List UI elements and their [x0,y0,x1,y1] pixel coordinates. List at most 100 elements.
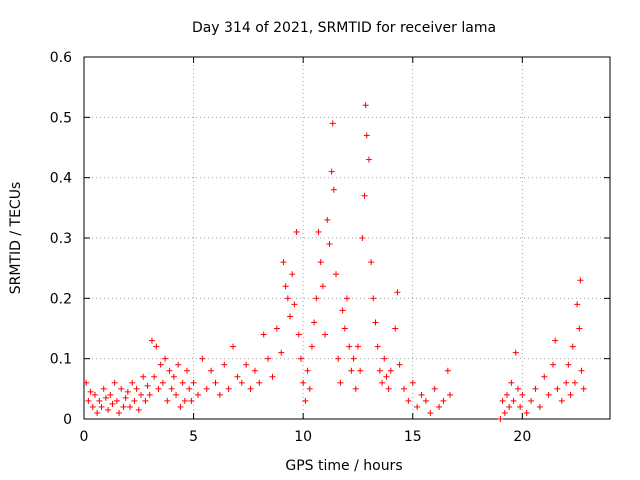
data-point [175,361,182,368]
x-tick-label: 20 [513,429,531,445]
data-point [357,367,364,374]
data-point [394,289,401,296]
grid-layer [84,57,610,419]
data-point [337,379,344,386]
data-point [148,337,155,344]
data-point [194,391,201,398]
data-point [311,319,318,326]
data-point [574,301,581,308]
data-point [503,391,510,398]
data-point [164,397,171,404]
data-point [558,397,565,404]
data-point [146,391,153,398]
data-point [532,385,539,392]
y-tick-label: 0.3 [50,231,72,247]
data-point [580,385,587,392]
y-axis-label: SRMTID / TECUs [8,182,24,295]
data-point [501,409,508,416]
data-point [116,409,123,416]
data-point [344,295,350,302]
data-point [159,379,166,386]
data-point [230,343,237,350]
data-point [157,361,164,368]
data-point [133,385,140,392]
data-point [576,325,583,332]
x-axis-label: GPS time / hours [285,458,402,474]
data-point [387,367,394,374]
data-point [541,373,548,380]
data-point [140,373,147,380]
data-point [284,295,291,302]
data-point [319,283,326,290]
data-point [405,397,412,404]
data-point [567,391,574,398]
data-point [396,361,403,368]
data-point [322,331,329,338]
data-point [536,403,543,410]
data-point [497,416,504,422]
data-point [383,373,390,380]
data-point [409,379,416,386]
data-point [514,385,521,392]
data-point [523,409,530,416]
data-point [89,403,96,410]
data-point [427,409,434,416]
data-point [362,102,369,109]
data-point [418,391,425,398]
data-point [368,259,375,266]
data-point [118,385,125,392]
points-layer [83,102,587,422]
data-point [278,349,285,356]
data-point [203,385,210,392]
data-point [256,379,263,386]
chart-title: Day 314 of 2021, SRMTID for receiver lam… [192,20,496,36]
data-point [144,382,151,389]
data-point [335,355,342,362]
data-point [304,367,311,374]
data-point [350,355,357,362]
data-point [251,367,258,374]
data-point [317,259,324,266]
data-point [512,349,519,356]
data-point [273,325,280,332]
data-point [306,385,313,392]
data-point [91,391,98,398]
data-point [346,343,353,350]
data-point [179,379,186,386]
data-point [363,132,370,139]
data-point [155,385,162,392]
data-point [173,391,180,398]
data-point [341,325,348,332]
data-point [372,319,379,326]
data-point [510,397,517,404]
data-point [221,361,228,368]
data-point [508,379,515,386]
data-point [162,355,169,362]
data-point [329,120,336,127]
y-tick-label: 0.5 [50,110,72,126]
data-point [339,307,346,314]
data-point [563,379,570,386]
data-point [287,313,294,320]
data-point [352,385,359,392]
data-point [569,343,576,350]
data-point [238,379,245,386]
data-point [365,156,372,163]
x-tick-label: 10 [294,429,312,445]
y-tick-label: 0 [63,412,72,428]
y-tick-label: 0.4 [50,171,72,187]
y-tick-label: 0.6 [50,50,72,66]
data-point [381,355,388,362]
data-point [528,397,535,404]
data-point [166,367,173,374]
y-tick-label: 0.2 [50,291,72,307]
data-point [122,394,129,401]
data-point [247,385,254,392]
data-point [297,355,304,362]
data-point [135,406,142,413]
data-point [348,367,355,374]
data-point [578,367,585,374]
data-point [385,385,392,392]
data-point [216,391,223,398]
